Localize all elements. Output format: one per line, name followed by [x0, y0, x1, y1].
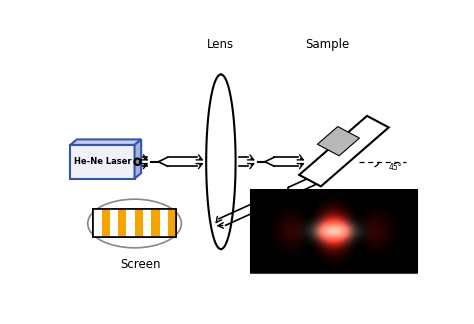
Text: Sample: Sample	[305, 38, 349, 51]
Text: He-Ne Laser: He-Ne Laser	[74, 157, 131, 166]
Bar	[168, 209, 176, 237]
Bar	[160, 209, 168, 237]
Bar	[135, 209, 143, 237]
Bar	[118, 209, 127, 237]
Bar	[250, 190, 418, 273]
Bar	[127, 209, 135, 237]
Bar	[143, 209, 151, 237]
Bar	[70, 145, 135, 179]
Polygon shape	[135, 139, 141, 179]
Bar	[110, 209, 118, 237]
Text: Lens: Lens	[207, 38, 235, 51]
Polygon shape	[70, 139, 141, 145]
Bar	[151, 209, 160, 237]
Ellipse shape	[88, 199, 182, 248]
Polygon shape	[318, 127, 359, 156]
Text: 45°: 45°	[389, 163, 402, 172]
Text: Fringes: Fringes	[280, 69, 328, 82]
Bar	[93, 209, 102, 237]
Bar	[93, 209, 176, 237]
Ellipse shape	[136, 159, 139, 164]
Bar	[102, 209, 110, 237]
Text: Screen: Screen	[120, 259, 160, 272]
Polygon shape	[299, 116, 389, 186]
Bar	[93, 209, 176, 237]
Ellipse shape	[134, 158, 141, 165]
